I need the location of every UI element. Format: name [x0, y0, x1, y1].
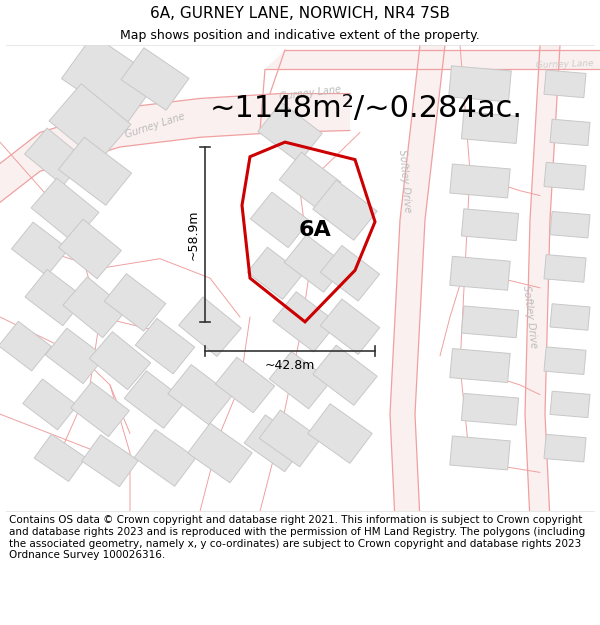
Text: Gurney Lane: Gurney Lane	[124, 111, 186, 140]
Polygon shape	[258, 102, 322, 162]
Polygon shape	[121, 48, 189, 110]
Polygon shape	[273, 292, 337, 352]
Polygon shape	[59, 219, 121, 279]
Polygon shape	[550, 391, 590, 418]
Polygon shape	[461, 393, 518, 425]
Polygon shape	[82, 435, 139, 487]
Polygon shape	[134, 429, 196, 486]
Polygon shape	[0, 94, 350, 210]
Polygon shape	[284, 235, 346, 292]
Polygon shape	[320, 246, 380, 301]
Polygon shape	[550, 211, 590, 238]
Polygon shape	[279, 152, 341, 210]
Polygon shape	[71, 382, 130, 437]
Text: Contains OS data © Crown copyright and database right 2021. This information is : Contains OS data © Crown copyright and d…	[9, 516, 585, 560]
Polygon shape	[104, 274, 166, 331]
Polygon shape	[25, 269, 85, 326]
Polygon shape	[188, 423, 252, 483]
Polygon shape	[461, 209, 518, 241]
Text: ~58.9m: ~58.9m	[187, 209, 199, 259]
Polygon shape	[449, 66, 511, 102]
Polygon shape	[168, 364, 232, 425]
Polygon shape	[390, 45, 445, 521]
Polygon shape	[247, 247, 303, 299]
Polygon shape	[544, 434, 586, 462]
Polygon shape	[525, 45, 560, 521]
Polygon shape	[313, 345, 377, 406]
Text: ~1148m²/~0.284ac.: ~1148m²/~0.284ac.	[210, 94, 523, 122]
Polygon shape	[23, 379, 77, 430]
Polygon shape	[46, 328, 104, 384]
Polygon shape	[250, 192, 310, 248]
Polygon shape	[136, 318, 194, 374]
Polygon shape	[49, 84, 131, 162]
Polygon shape	[450, 164, 510, 198]
Polygon shape	[308, 404, 372, 463]
Polygon shape	[31, 178, 99, 242]
Polygon shape	[244, 415, 306, 472]
Polygon shape	[550, 119, 590, 146]
Polygon shape	[63, 277, 127, 338]
Text: Softley Drive: Softley Drive	[397, 149, 413, 213]
Polygon shape	[313, 180, 377, 240]
Polygon shape	[58, 138, 131, 205]
Polygon shape	[461, 306, 518, 338]
Polygon shape	[450, 436, 510, 470]
Text: Gurney Lane: Gurney Lane	[278, 85, 341, 102]
Polygon shape	[179, 297, 241, 356]
Polygon shape	[461, 112, 518, 144]
Polygon shape	[320, 299, 380, 354]
Polygon shape	[265, 50, 600, 69]
Polygon shape	[11, 222, 68, 276]
Polygon shape	[61, 35, 158, 123]
Polygon shape	[269, 351, 331, 409]
Polygon shape	[89, 332, 151, 390]
Text: Gurney Lane: Gurney Lane	[536, 59, 594, 70]
Text: Map shows position and indicative extent of the property.: Map shows position and indicative extent…	[120, 29, 480, 42]
Polygon shape	[34, 434, 86, 481]
Text: 6A, GURNEY LANE, NORWICH, NR4 7SB: 6A, GURNEY LANE, NORWICH, NR4 7SB	[150, 6, 450, 21]
Polygon shape	[259, 410, 321, 467]
Text: ~42.8m: ~42.8m	[265, 359, 315, 372]
Polygon shape	[124, 371, 186, 428]
Polygon shape	[544, 254, 586, 282]
Text: 6A: 6A	[299, 219, 331, 239]
Polygon shape	[544, 347, 586, 374]
Polygon shape	[544, 162, 586, 190]
Polygon shape	[450, 349, 510, 382]
Polygon shape	[25, 128, 85, 186]
Text: Softley Drive: Softley Drive	[521, 285, 539, 349]
Polygon shape	[550, 304, 590, 330]
Polygon shape	[450, 256, 510, 290]
Polygon shape	[215, 357, 275, 412]
Polygon shape	[544, 70, 586, 98]
Polygon shape	[0, 321, 52, 371]
